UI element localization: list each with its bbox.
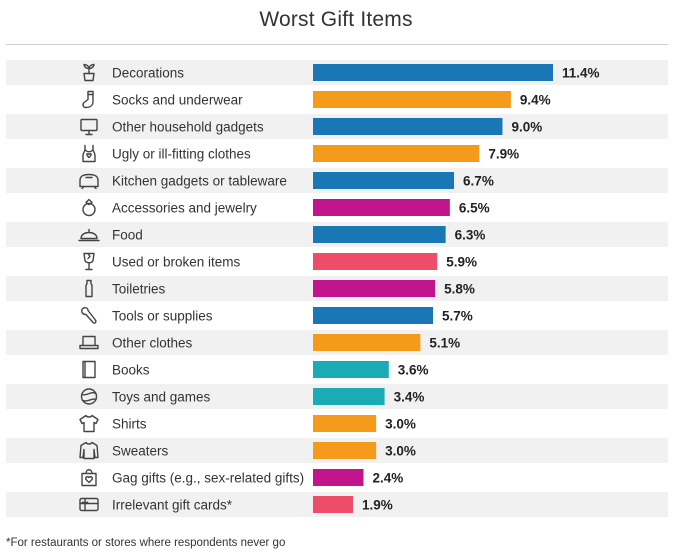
tank-top-icon [82, 144, 96, 163]
category-label: Used or broken items [112, 255, 241, 270]
chart-row-used-or-broken-items: Used or broken items 5.9% [83, 252, 477, 271]
wrench-icon [81, 307, 97, 324]
bar [313, 172, 455, 189]
category-label: Sweaters [112, 444, 169, 459]
category-label: Gag gifts (e.g., sex-related gifts) [112, 471, 304, 486]
chart-row-toiletries: Toiletries 5.8% [6, 276, 668, 301]
bar-chart: Decorations 11.4% Socks and underwear 9.4% O… [6, 60, 668, 517]
broken-glass-icon [83, 252, 95, 271]
bar [313, 388, 385, 405]
category-label: Irrelevant gift cards* [112, 498, 233, 513]
chart-row-gag-gifts-e-g-sex-related-gifts: Gag gifts (e.g., sex-related gifts) 2.4% [81, 469, 404, 487]
chart-row-decorations: Decorations 11.4% [6, 60, 668, 85]
chart-row-sweaters: Sweaters 3.0% [6, 438, 668, 463]
bar [313, 199, 450, 216]
category-label: Toys and games [112, 390, 211, 405]
sweater-icon [79, 441, 99, 460]
value-label: 6.3% [455, 228, 486, 243]
chart-row-accessories-and-jewelry: Accessories and jewelry 6.5% [82, 198, 490, 217]
chart-row-irrelevant-gift-cards: Irrelevant gift cards* 1.9% [6, 492, 668, 517]
hat-icon [79, 335, 99, 350]
title-divider [6, 44, 668, 45]
category-label: Other clothes [112, 336, 193, 351]
chart-row-shirts: Shirts 3.0% [79, 414, 416, 433]
bar [313, 496, 353, 513]
gift-card-icon [79, 497, 99, 512]
footnote: *For restaurants or stores where respond… [6, 537, 286, 549]
bar [313, 361, 389, 378]
category-label: Tools or supplies [112, 309, 213, 324]
bar [313, 334, 421, 351]
category-label: Food [112, 228, 143, 243]
category-label: Shirts [112, 417, 147, 432]
chart-row-tools-or-supplies: Tools or supplies 5.7% [81, 307, 473, 324]
ring-icon [82, 198, 96, 217]
bar [313, 64, 553, 81]
value-label: 2.4% [373, 471, 404, 486]
chart-row-ugly-or-ill-fitting-clothes: Ugly or ill-fitting clothes 7.9% [82, 144, 519, 163]
chart-title: Worst Gift Items [259, 8, 413, 31]
potted-plant-icon [83, 63, 95, 82]
value-label: 6.7% [463, 174, 494, 189]
toaster-icon [79, 173, 99, 190]
shirt-icon [79, 414, 99, 433]
value-label: 1.9% [362, 498, 393, 513]
value-label: 5.1% [429, 336, 460, 351]
value-label: 3.0% [385, 444, 416, 459]
bar [313, 469, 364, 486]
value-label: 5.8% [444, 282, 475, 297]
chart-row-toys-and-games: Toys and games 3.4% [6, 384, 668, 409]
book-icon [82, 360, 96, 379]
chart-row-kitchen-gadgets-or-tableware: Kitchen gadgets or tableware 6.7% [6, 168, 668, 193]
food-cloche-icon [78, 228, 100, 242]
monitor-icon [80, 118, 98, 136]
value-label: 5.9% [446, 255, 477, 270]
category-label: Accessories and jewelry [112, 201, 257, 216]
chart-row-other-household-gadgets: Other household gadgets 9.0% [6, 114, 668, 139]
value-label: 7.9% [488, 147, 519, 162]
bar [313, 253, 438, 270]
bar [313, 118, 503, 135]
bar [313, 91, 511, 108]
value-label: 3.0% [385, 417, 416, 432]
value-label: 11.4% [562, 66, 600, 81]
bottle-icon [85, 279, 93, 298]
chart-row-books: Books 3.6% [82, 360, 429, 379]
sock-icon [82, 90, 94, 109]
value-label: 6.5% [459, 201, 490, 216]
category-label: Ugly or ill-fitting clothes [112, 147, 251, 162]
category-label: Other household gadgets [112, 120, 264, 135]
value-label: 9.0% [511, 120, 542, 135]
category-label: Kitchen gadgets or tableware [112, 174, 287, 189]
category-label: Books [112, 363, 150, 378]
bar [313, 226, 446, 243]
chart-row-food: Food 6.3% [6, 222, 668, 247]
ball-icon [80, 388, 98, 405]
value-label: 3.4% [394, 390, 425, 405]
bar [313, 442, 377, 459]
category-label: Decorations [112, 66, 184, 81]
bar [313, 145, 480, 162]
bar [313, 280, 436, 297]
bar [313, 415, 377, 432]
category-label: Toiletries [112, 282, 166, 297]
chart-row-other-clothes: Other clothes 5.1% [6, 330, 668, 355]
chart-row-socks-and-underwear: Socks and underwear 9.4% [82, 90, 551, 109]
value-label: 3.6% [398, 363, 429, 378]
value-label: 5.7% [442, 309, 473, 324]
gift-bag-heart-icon [81, 469, 97, 487]
bar [313, 307, 433, 324]
value-label: 9.4% [520, 93, 551, 108]
category-label: Socks and underwear [112, 93, 243, 108]
